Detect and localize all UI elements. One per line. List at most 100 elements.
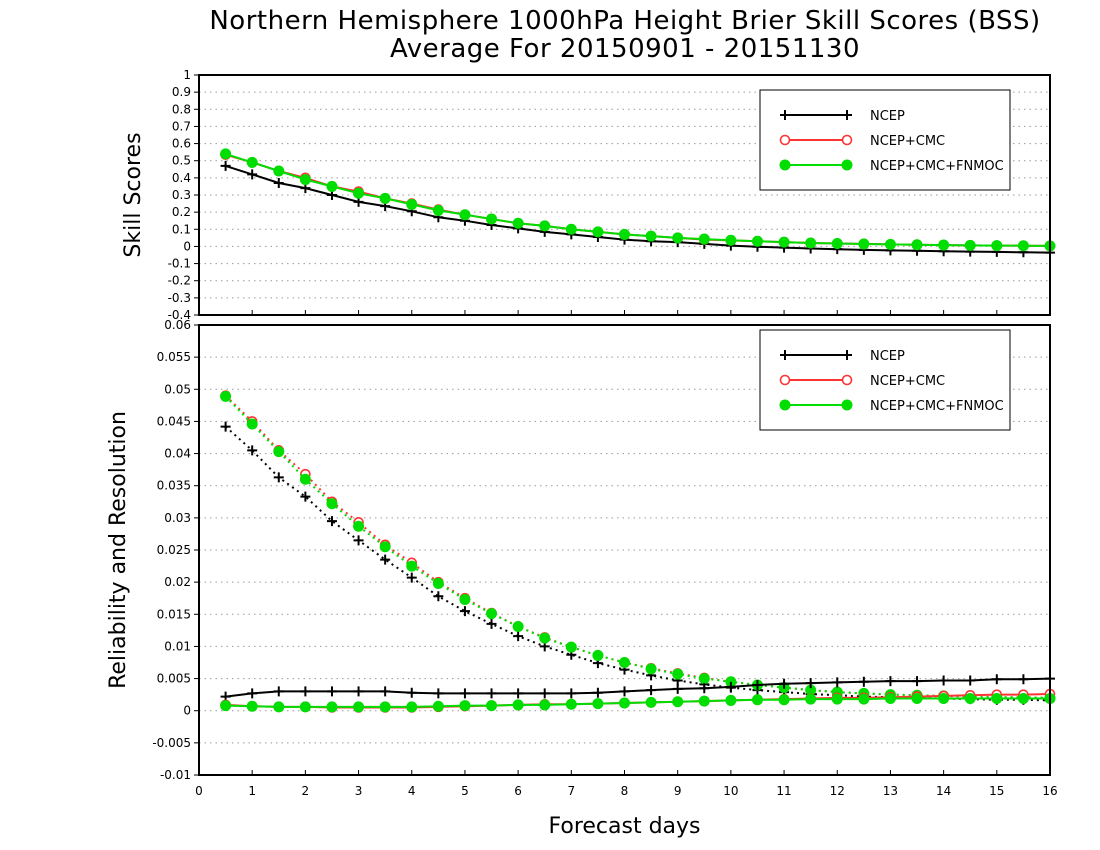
data-point-plus [273,686,284,697]
data-point-filled-circle [592,226,604,238]
data-point-filled-circle [326,701,338,713]
legend-item: NCEP [780,109,905,124]
data-point-filled-circle [299,701,311,713]
data-point-plus [486,688,497,699]
y-tick-label: 0.3 [172,188,191,202]
y-tick-label: 0.01 [164,639,191,653]
data-point-filled-circle [991,693,1003,704]
data-point-filled-circle [911,239,923,251]
data-point-filled-circle [831,238,843,250]
y-tick-label: 1 [183,68,191,82]
chart-title: Northern Hemisphere 1000hPa Height Brier… [209,6,1041,36]
data-point-filled-circle [459,700,471,712]
data-point-plus [459,688,470,699]
y-tick-label: -0.4 [168,308,191,322]
y-tick-label: 0.02 [164,575,191,589]
y-tick-label: 0.005 [157,672,191,686]
data-point-filled-circle [938,239,950,251]
data-point-open-circle [841,374,853,386]
y-tick-label: 0.015 [157,607,191,621]
data-point-plus [300,491,311,502]
data-point-plus [539,688,550,699]
data-point-plus [433,688,444,699]
data-point-filled-circle [645,663,657,675]
data-point-filled-circle [672,232,684,244]
series-ncep-cmc-fnmoc-resolution [220,390,1056,704]
data-point-filled-circle [831,693,843,705]
data-point-plus [353,535,364,546]
data-point-filled-circle [379,701,391,713]
x-tick-label: 7 [567,784,575,798]
data-point-filled-circle [512,621,524,632]
data-point-filled-circle [938,693,950,704]
data-point-plus [247,688,258,699]
data-point-filled-circle [592,649,604,661]
x-tick-label: 5 [461,784,469,798]
legend: NCEP NCEP+CMC NCEP+CMC+FNMOC [759,89,1011,191]
data-point-filled-circle [698,695,710,707]
data-point-filled-circle [565,641,577,653]
data-point-plus [592,687,603,698]
data-point-filled-circle [672,696,684,708]
legend-item: NCEP+CMC [779,134,945,149]
y-tick-label: 0.1 [172,222,191,236]
data-point-filled-circle [512,217,524,229]
data-point-filled-circle [299,473,311,485]
data-point-filled-circle [486,213,498,225]
data-point-filled-circle [539,699,551,711]
data-point-filled-circle [725,234,737,246]
data-point-filled-circle [698,673,710,685]
data-point-plus [273,178,284,188]
series-line [224,395,1051,699]
data-point-filled-circle [273,446,285,458]
data-point-filled-circle [406,701,418,713]
data-point-filled-circle [619,657,630,668]
data-point-filled-circle [805,693,817,705]
series-ncep-cmc-resolution [220,390,1056,704]
series-ncep-cmc-reliability [220,688,1056,713]
data-point-plus [353,686,364,697]
y-tick-label: 0.8 [172,102,191,116]
y-tick-label: -0.3 [168,291,191,305]
data-point-plus [912,676,923,687]
x-tick-label: 14 [936,784,951,798]
data-point-plus [842,350,852,360]
data-point-filled-circle [592,698,604,710]
plot-panel-1: -0.4 -0.3 -0.2 -0.1 0 0.1 0.2 0.3 0.4 0.5 0.6 0.7 0.… [121,68,1056,322]
data-point-filled-circle [220,148,232,160]
data-point-plus [247,169,258,180]
data-point-open-circle [841,134,853,146]
y-tick-label: 0.045 [157,414,191,428]
data-point-filled-circle [698,233,710,245]
data-point-filled-circle [911,693,923,704]
data-point-filled-circle [273,701,285,713]
data-point-filled-circle [220,390,232,402]
x-tick-label: 12 [830,784,845,798]
data-point-plus [326,516,337,527]
data-point-filled-circle [964,693,976,704]
data-point-plus [513,631,524,642]
data-point-filled-circle [805,237,817,249]
x-tick-label: 3 [355,784,363,798]
series-ncep-cmc-fnmoc-reliability [220,693,1056,713]
data-point-plus [842,110,852,120]
x-tick-label: 11 [776,784,791,798]
data-point-filled-circle [672,668,684,680]
plot-panel-2: -0.01 -0.005 0 0.005 0.01 0.015 0.02 0.025 0.03 0… [106,318,1058,839]
y-tick-label: 0.2 [172,205,191,219]
data-point-plus [300,686,311,697]
y-tick-label: -0.005 [152,736,191,750]
data-point-open-circle [779,374,791,386]
legend-label: NCEP [870,109,905,124]
data-point-plus [780,350,790,360]
data-point-plus [752,680,763,690]
data-point-filled-circle [964,239,976,251]
data-point-filled-circle [991,240,1003,252]
x-tick-label: 0 [195,784,203,798]
y-tick-label: 0 [183,239,191,253]
series-ncep-resolution [220,421,1055,706]
data-point-plus [780,110,790,120]
data-point-filled-circle [246,700,258,712]
data-point-plus [486,618,497,629]
